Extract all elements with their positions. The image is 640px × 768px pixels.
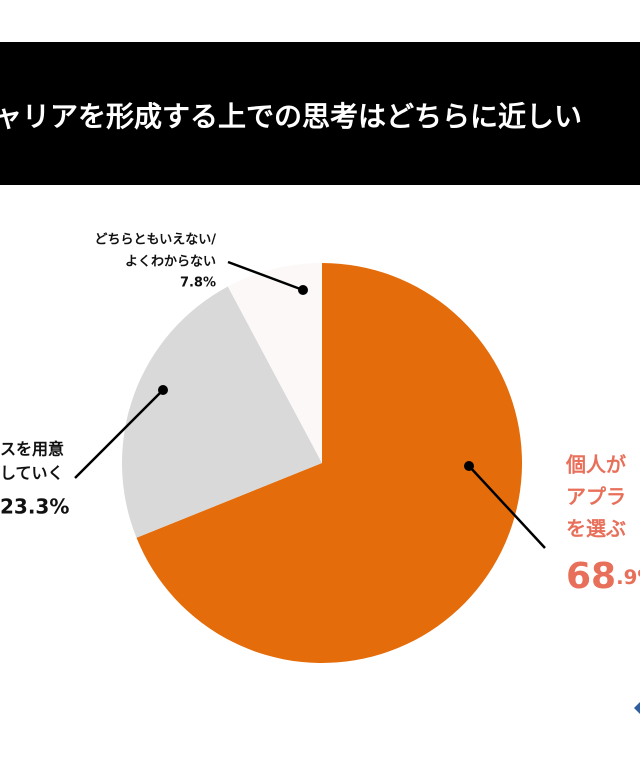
slice-label: を選ぶ (566, 517, 626, 541)
leader-dot (158, 385, 168, 395)
leader-dot (298, 285, 308, 295)
slice-label: アプラ (566, 485, 626, 509)
slice-label: よくわからない (125, 255, 216, 270)
slice-label: どちらともいえない/ (95, 233, 217, 248)
chart-title: ャリアを形成する上での思考はどちらに近しい (0, 100, 582, 133)
title-bar (0, 42, 640, 185)
value-label: 7.8% (180, 276, 216, 291)
value-label-int: 68 (566, 556, 616, 597)
leader-line (74, 389, 164, 479)
slice-label: 個人が (565, 453, 626, 477)
pie-slice (136, 263, 522, 663)
leader-dot (464, 461, 474, 471)
slice-label: スを用意 (0, 440, 64, 459)
pie-slice (121, 286, 322, 538)
pie-slice (227, 263, 322, 463)
value-label-frac: .9% (616, 566, 640, 589)
value-label: 68.9% (566, 556, 640, 597)
leader-line (227, 260, 304, 292)
value-label: 23.3% (0, 495, 69, 519)
slice-label: していく (0, 464, 64, 483)
leader-line (468, 465, 546, 549)
decoration (634, 702, 640, 714)
